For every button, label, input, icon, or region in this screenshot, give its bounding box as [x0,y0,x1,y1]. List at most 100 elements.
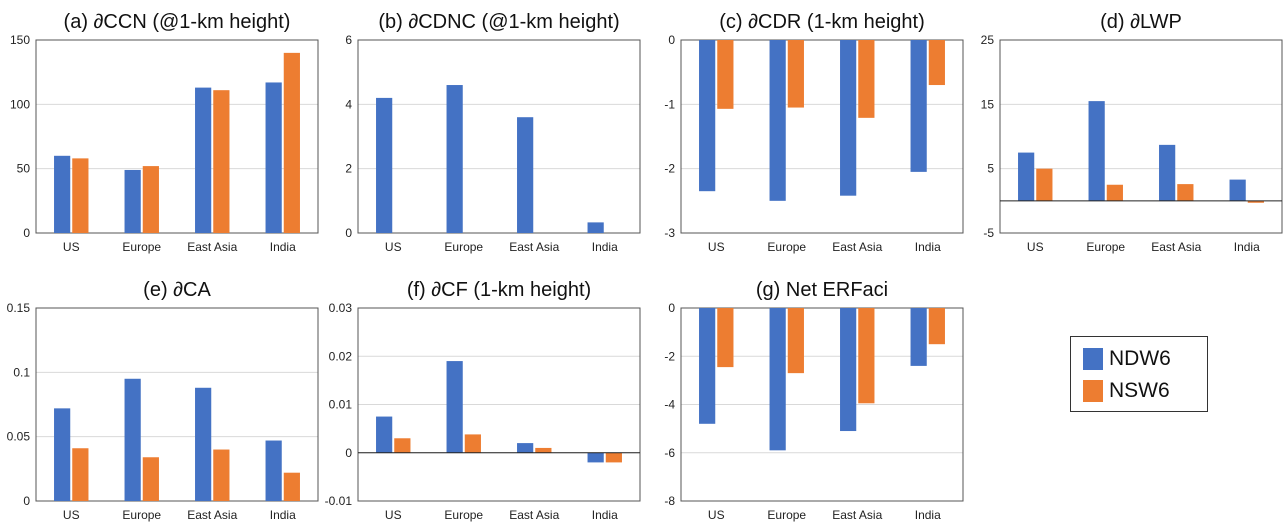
bar-ndw6-us [376,97,393,234]
chart-panel-5: 0 0.05 0.1 0.15 US Europe East Asia India (e) ∂C… [7,279,319,522]
bar-ndw6-east-asia [517,117,534,233]
bar-nsw6-india [928,40,945,86]
x-tick-label: US [63,240,80,254]
x-tick-label: East Asia [832,508,882,522]
bar-ndw6-europe [124,378,141,501]
bar-nsw6-europe [142,166,159,233]
chart-title: (e) ∂CA [143,279,211,301]
bar-ndw6-europe [769,40,786,201]
y-tick-label: 50 [17,162,31,176]
bar-nsw6-europe [787,40,804,108]
y-tick-label: 0 [345,446,352,460]
bar-ndw6-india [910,308,927,366]
y-tick-label: 0 [23,226,30,240]
x-tick-label: India [1234,240,1260,254]
chart-panel-1: 0 50 100 150 US Europe East Asia India (a) ∂CCN … [10,11,319,254]
x-tick-label: Europe [122,240,161,254]
bar-ndw6-east-asia [195,87,212,234]
x-tick-label: US [708,240,725,254]
bar-ndw6-east-asia [840,308,857,432]
bar-nsw6-europe [787,308,804,374]
y-tick-label: 0 [668,33,675,47]
bar-ndw6-india [587,452,604,463]
bar-ndw6-europe [769,308,786,451]
bar-ndw6-us [376,416,393,453]
plot-frame [357,39,641,234]
chart-panel-6: -0.01 0 0.01 0.02 0.03 US Europe East Asia India… [325,279,641,522]
bar-nsw6-east-asia [1177,184,1194,201]
bar-ndw6-europe [446,85,463,234]
bar-nsw6-india [605,452,622,463]
bar-ndw6-us [54,155,71,233]
bar-nsw6-us [72,448,89,501]
bar-nsw6-india [283,472,300,501]
chart-panel-2: 0 2 4 6 US Europe East Asia India (b) ∂CDNC (@1-… [345,11,641,254]
bar-nsw6-east-asia [858,40,875,118]
x-tick-label: Europe [444,508,483,522]
bar-nsw6-india [1247,200,1264,203]
y-tick-label: -4 [664,398,675,412]
x-tick-label: US [63,508,80,522]
legend-swatch-nsw6 [1083,380,1103,402]
y-tick-label: 0 [23,494,30,508]
legend-swatch-ndw6 [1083,348,1103,370]
bar-nsw6-europe [1106,184,1123,201]
bar-nsw6-us [717,308,734,368]
x-tick-label: India [270,508,296,522]
bar-ndw6-east-asia [517,443,534,453]
y-tick-label: -3 [664,226,675,240]
plot-frame [680,39,964,234]
y-tick-label: 0 [668,301,675,315]
legend-item-nsw6: NSW6 [1083,379,1170,403]
chart-title: (g) Net ERFaci [756,279,888,301]
bar-nsw6-india [283,52,300,233]
bar-ndw6-india [265,82,282,234]
x-tick-label: East Asia [187,508,237,522]
bar-ndw6-east-asia [1159,144,1176,201]
chart-panel-4: -5 5 15 25 US Europe East Asia India (d) ∂LWP [981,11,1283,254]
plot-frame [680,307,964,502]
y-tick-label: 5 [987,162,994,176]
x-tick-label: Europe [1086,240,1125,254]
bar-nsw6-us [394,438,411,453]
y-tick-label: -1 [664,97,675,111]
y-tick-label: 100 [10,97,30,111]
x-tick-label: US [708,508,725,522]
bar-nsw6-east-asia [858,308,875,404]
y-tick-label: 0.15 [7,301,31,315]
bar-nsw6-europe [464,434,481,453]
x-tick-label: US [385,240,402,254]
bar-ndw6-europe [1088,101,1105,201]
chart-title: (d) ∂LWP [1100,11,1182,33]
x-tick-label: Europe [767,240,806,254]
bar-nsw6-us [1036,168,1053,201]
chart-title: (b) ∂CDNC (@1-km height) [378,11,619,33]
x-tick-label: US [385,508,402,522]
bar-ndw6-east-asia [195,387,212,501]
plot-frame [357,307,641,502]
x-tick-label: Europe [767,508,806,522]
legend-label-nsw6: NSW6 [1109,379,1170,402]
y-tick-label: -2 [664,349,675,363]
y-tick-label: -0.01 [325,494,353,508]
x-tick-label: India [592,240,618,254]
y-tick-label: 150 [10,33,30,47]
x-tick-label: India [915,508,941,522]
x-tick-label: East Asia [509,508,559,522]
x-tick-label: East Asia [509,240,559,254]
bar-ndw6-india [1229,179,1246,201]
x-tick-label: India [270,240,296,254]
x-tick-label: Europe [444,240,483,254]
y-tick-label: 15 [981,97,995,111]
bar-ndw6-india [910,40,927,172]
y-tick-label: 6 [345,33,352,47]
plot-frame [999,39,1283,234]
chart-title: (a) ∂CCN (@1-km height) [64,11,291,33]
legend-item-ndw6: NDW6 [1083,347,1171,371]
y-tick-label: -2 [664,162,675,176]
y-tick-label: 0.01 [329,398,353,412]
y-tick-label: -6 [664,446,675,460]
y-tick-label: 0.02 [329,349,353,363]
x-tick-label: East Asia [832,240,882,254]
